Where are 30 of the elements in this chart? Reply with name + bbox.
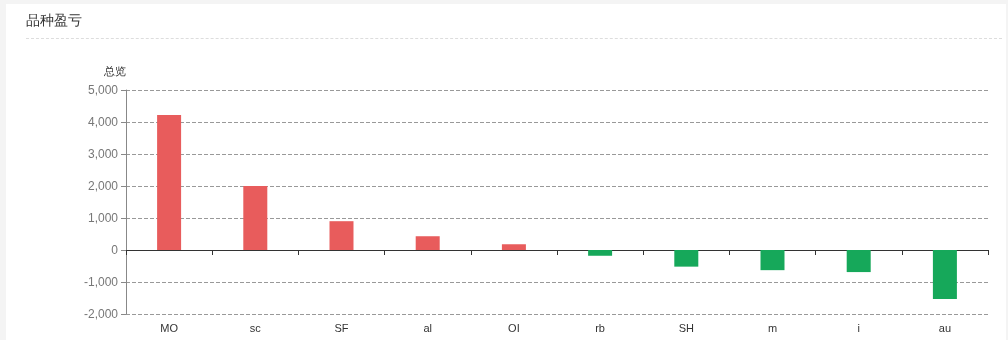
y-tick-label: 3,000 xyxy=(87,147,119,161)
x-tick-label: m xyxy=(767,321,778,334)
x-tick-label: i xyxy=(857,321,860,334)
x-tick-label: OI xyxy=(508,321,520,334)
x-tick-label: rb xyxy=(595,321,605,334)
bar xyxy=(760,250,785,271)
y-tick-label: 0 xyxy=(111,243,119,257)
x-tick-label: SF xyxy=(334,321,349,334)
bar xyxy=(329,221,354,250)
y-tick-label: -1,000 xyxy=(83,275,119,289)
bar xyxy=(415,236,440,250)
bar xyxy=(932,250,957,299)
y-tick-label: 1,000 xyxy=(87,211,119,225)
bar xyxy=(846,250,871,273)
bar xyxy=(674,250,699,267)
bar xyxy=(243,186,268,250)
bar xyxy=(588,250,613,256)
y-tick-label: 4,000 xyxy=(87,115,119,129)
x-tick-label: sc xyxy=(249,321,262,334)
bar xyxy=(157,114,182,250)
y-axis-title: 总览 xyxy=(103,64,126,77)
chart-title: 品种盈亏 xyxy=(26,12,82,30)
x-tick-label: MO xyxy=(160,321,179,334)
y-tick-label: 2,000 xyxy=(87,179,119,193)
x-tick-label: SH xyxy=(678,321,694,334)
x-tick-label: al xyxy=(423,321,432,334)
y-tick-label: 5,000 xyxy=(87,83,119,97)
x-tick-label: au xyxy=(938,321,952,334)
y-tick-label: -2,000 xyxy=(83,307,119,321)
bar xyxy=(501,244,526,250)
